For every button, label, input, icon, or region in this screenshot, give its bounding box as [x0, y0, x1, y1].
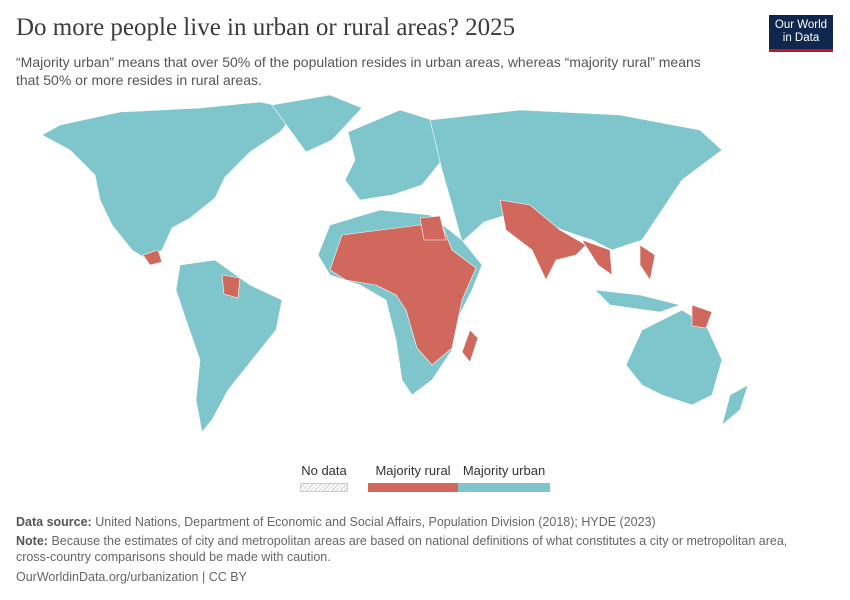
logo[interactable]: Our World in Data — [769, 15, 833, 52]
country-rural[interactable] — [499, 199, 587, 281]
world-map — [41, 94, 749, 433]
legend-swatch — [368, 483, 458, 492]
source-label: Data source: — [16, 515, 92, 529]
legend-swatch — [300, 483, 348, 492]
note-label: Note: — [16, 534, 48, 548]
country-rural[interactable] — [329, 219, 477, 366]
country-rural[interactable] — [581, 239, 613, 276]
legend-swatch — [458, 483, 550, 492]
country-urban[interactable] — [175, 259, 283, 433]
url[interactable]: OurWorldinData.org/urbanization | CC BY — [16, 570, 247, 584]
logo-line: Our World — [774, 19, 828, 31]
country-rural[interactable] — [419, 215, 447, 241]
country-rural[interactable] — [691, 304, 713, 329]
country-urban[interactable] — [594, 289, 682, 313]
country-urban[interactable] — [429, 109, 723, 251]
title: Do more people live in urban or rural ar… — [16, 14, 516, 41]
legend-label: No data — [301, 463, 347, 478]
logo-line: in Data — [782, 32, 820, 44]
note: Note: Because the estimates of city and … — [16, 533, 816, 565]
legend-label: Majority urban — [462, 463, 546, 478]
source: Data source: United Nations, Department … — [16, 514, 816, 530]
country-urban[interactable] — [41, 101, 299, 261]
legend-label: Majority rural — [375, 463, 451, 478]
country-rural[interactable] — [461, 329, 479, 363]
country-urban[interactable] — [271, 94, 363, 153]
note-text: Because the estimates of city and metrop… — [16, 534, 788, 564]
source-text: United Nations, Department of Economic a… — [95, 515, 656, 529]
country-rural[interactable] — [221, 274, 241, 299]
country-urban[interactable] — [721, 384, 749, 426]
country-urban[interactable] — [344, 109, 443, 201]
country-rural[interactable] — [142, 249, 163, 266]
country-rural[interactable] — [639, 244, 656, 281]
subtitle: “Majority urban” means that over 50% of … — [16, 54, 701, 88]
